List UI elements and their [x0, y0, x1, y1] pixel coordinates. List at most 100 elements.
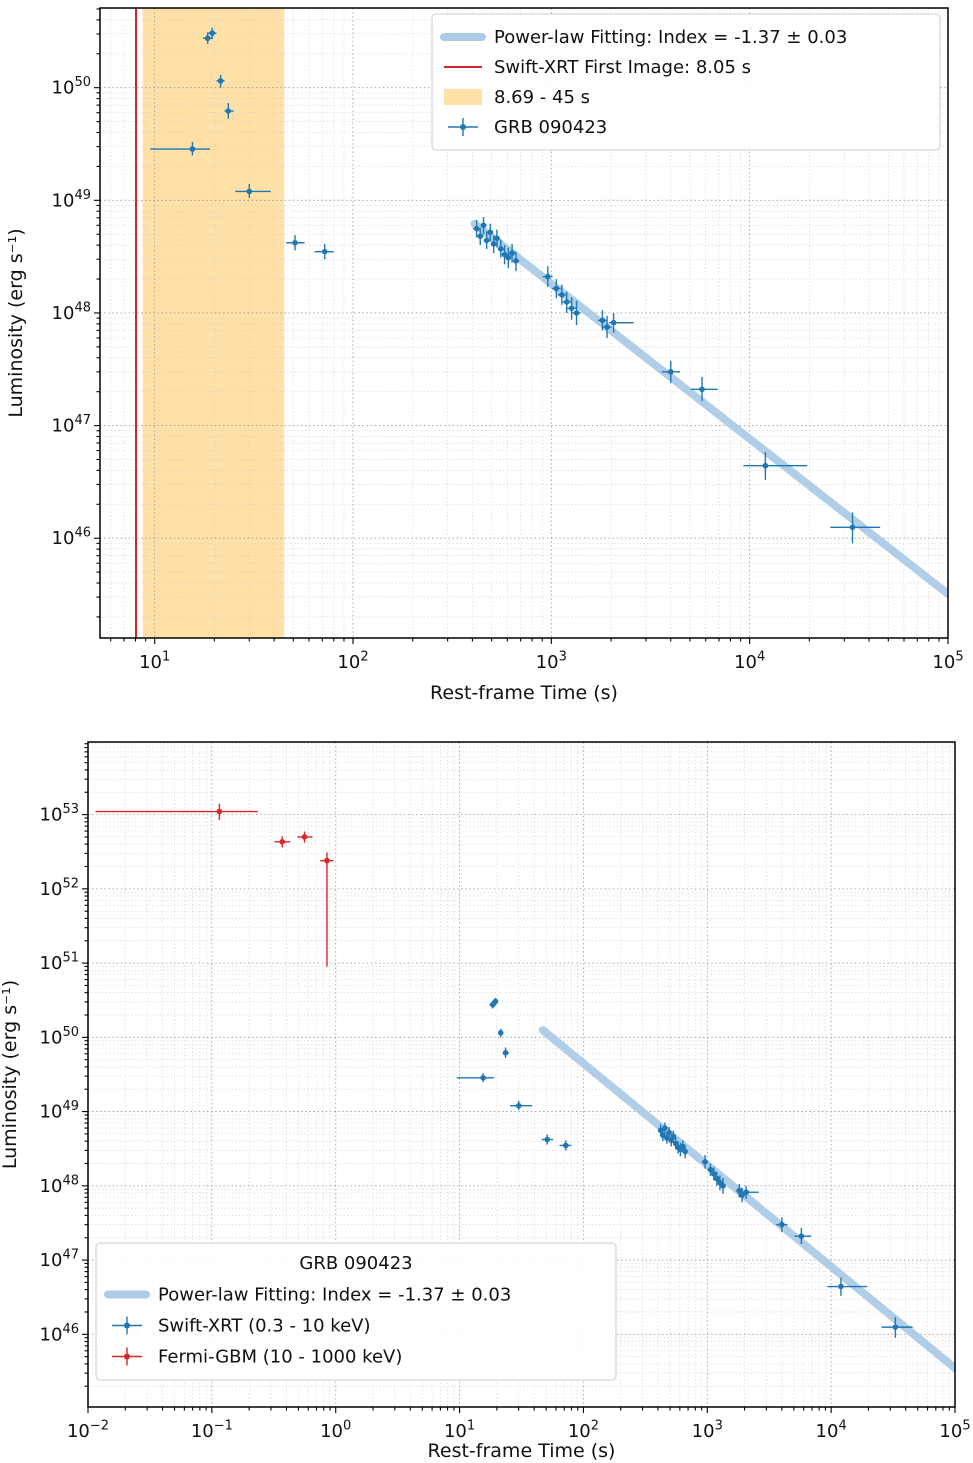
data-point	[720, 1183, 726, 1189]
data-point	[892, 1324, 899, 1330]
data-point	[657, 1127, 664, 1134]
data-point	[216, 808, 223, 815]
legend-item: Swift-XRT First Image: 8.05 s	[444, 57, 751, 78]
data-point	[707, 1166, 714, 1173]
y-tick-label: 1046	[40, 1322, 79, 1346]
data-point	[568, 305, 575, 312]
data-point	[559, 291, 565, 298]
tick-exponent: −2	[90, 1418, 109, 1433]
tick-exponent: 49	[62, 1099, 79, 1114]
data-point	[502, 1049, 509, 1056]
data-point	[610, 319, 617, 326]
data-point	[798, 1233, 805, 1239]
data-point	[736, 1187, 743, 1194]
tick-exponent: 48	[62, 1173, 79, 1188]
tick-exponent: 46	[74, 526, 91, 541]
plot-border	[87, 741, 956, 1408]
plot-border	[99, 7, 949, 639]
legend-box	[95, 1242, 617, 1381]
y-tick-label: 1046	[52, 526, 91, 550]
y-tick-label: 1048	[40, 1173, 79, 1197]
powerlaw-fit-line	[470, 219, 948, 598]
figure-panel-bottom: 10−2 10−1 100 101 102 103 104 105 1046 1047 1048 10…	[0, 708, 973, 1463]
data-point	[324, 857, 330, 864]
data-point	[662, 1125, 668, 1131]
data-point	[679, 1143, 686, 1150]
data-point	[246, 188, 253, 195]
highlight-span	[142, 8, 285, 638]
legend-marker-dot	[124, 1322, 130, 1329]
legend-title: GRB 090423	[299, 1253, 412, 1274]
data-point	[490, 241, 497, 247]
data-point	[682, 1148, 688, 1155]
tick-exponent: 47	[62, 1248, 79, 1263]
tick-exponent: 4	[838, 1418, 846, 1433]
legend-item: Fermi-GBM (10 - 1000 keV)	[112, 1347, 402, 1368]
data-point	[204, 35, 211, 42]
data-point	[292, 239, 298, 246]
data-area	[150, 27, 948, 598]
data-area	[95, 803, 955, 1373]
x-tick-label: 101	[444, 1418, 475, 1442]
data-point	[513, 258, 519, 264]
data-point	[604, 324, 610, 330]
x-tick-label: 102	[568, 1418, 599, 1442]
x-tick-label: 103	[536, 649, 567, 673]
y-tick-label: 1049	[52, 188, 91, 212]
series-swift-xrt	[150, 27, 881, 544]
tick-exponent: 49	[74, 188, 91, 203]
legend-label: 8.69 - 45 s	[494, 87, 590, 108]
legend-marker-dot	[124, 1353, 130, 1360]
y-tick-label: 1047	[40, 1248, 79, 1272]
y-tick-label: 1050	[40, 1025, 79, 1049]
data-point	[666, 1129, 672, 1136]
y-tick-label: 1047	[52, 413, 91, 437]
legend-item: Power-law Fitting: Index = -1.37 ± 0.03	[440, 27, 847, 48]
tick-exponent: 0	[343, 1418, 351, 1433]
tick-exponent: 1	[467, 1418, 475, 1433]
data-point	[664, 1135, 670, 1141]
x-tick-label: 10−2	[67, 1418, 109, 1442]
data-point	[509, 250, 515, 256]
legend-item: 8.69 - 45 s	[444, 87, 590, 108]
y-tick-label: 1049	[40, 1099, 79, 1123]
series-swift-xrt	[456, 997, 913, 1338]
legend: Power-law Fitting: Index = -1.37 ± 0.03 S…	[431, 13, 941, 151]
legend-patch-swatch	[444, 89, 482, 105]
legend-marker-dot	[460, 124, 466, 130]
data-point	[553, 285, 560, 292]
data-point	[838, 1283, 844, 1290]
data-point	[501, 251, 508, 258]
legend-label: Power-law Fitting: Index = -1.37 ± 0.03	[158, 1285, 511, 1306]
data-point	[699, 386, 705, 393]
data-point	[762, 462, 769, 469]
tick-exponent: 50	[74, 75, 91, 90]
x-tick-labels: 10−2 10−1 100 101 102 103 104 105	[67, 1418, 971, 1442]
tick-exponent: −1	[214, 1418, 233, 1433]
legend-label: Fermi-GBM (10 - 1000 keV)	[158, 1347, 402, 1368]
data-point	[739, 1192, 745, 1198]
legend-label: Power-law Fitting: Index = -1.37 ± 0.03	[494, 27, 847, 48]
data-point	[667, 369, 674, 375]
data-point	[497, 246, 504, 252]
x-tick-label: 103	[692, 1418, 723, 1442]
legend-item: Power-law Fitting: Index = -1.37 ± 0.03	[104, 1285, 511, 1306]
x-tick-label: 104	[816, 1418, 847, 1442]
legend-label: Swift-XRT (0.3 - 10 keV)	[158, 1316, 370, 1337]
tick-exponent: 5	[962, 1418, 970, 1433]
tick-exponent: 2	[360, 649, 368, 664]
data-point	[573, 310, 580, 316]
y-tick-label: 1050	[52, 75, 91, 99]
y-tick-labels: 1046 1047 1048 1049 1050 1051 1052 1053	[40, 802, 79, 1345]
tick-exponent: 47	[74, 413, 91, 428]
series-fermi-gbm	[95, 803, 334, 967]
data-point	[217, 78, 224, 84]
x-tick-label: 101	[139, 649, 170, 673]
data-point	[189, 146, 196, 152]
y-axis-label: Luminosity (erg s⁻¹)	[5, 228, 27, 417]
data-point	[743, 1189, 749, 1196]
legend-box	[431, 13, 941, 151]
legend-item: Swift-XRT (0.3 - 10 keV)	[112, 1316, 370, 1337]
data-point	[544, 1136, 551, 1143]
legend-label: GRB 090423	[494, 117, 607, 138]
